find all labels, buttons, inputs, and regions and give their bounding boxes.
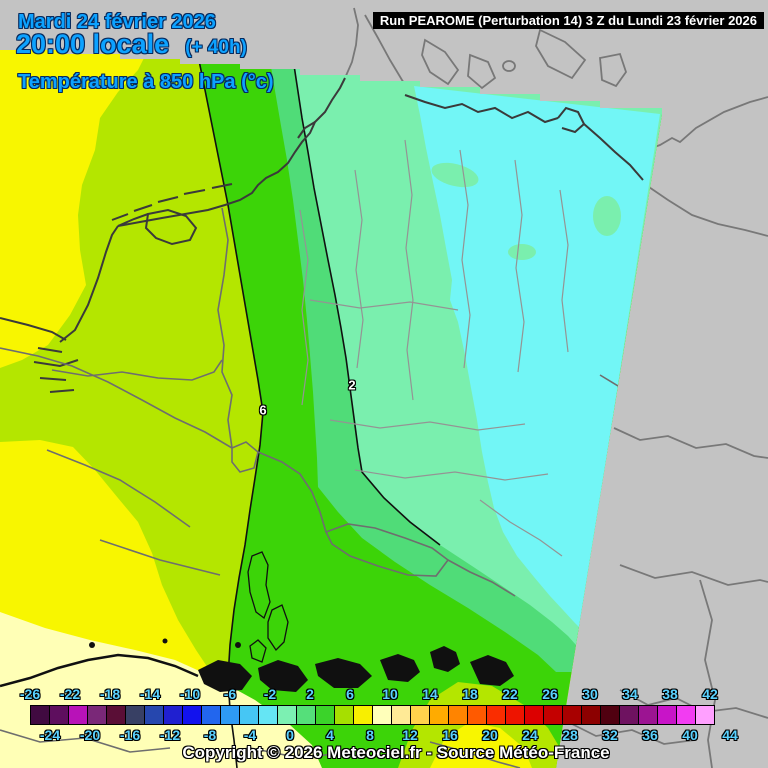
colorbar-tick-label: 44 <box>722 727 738 743</box>
mild-patch <box>431 162 479 188</box>
south-coast <box>0 653 199 688</box>
date-label: Mardi 24 février 2026 <box>18 11 216 33</box>
colorbar-tick-label: -4 <box>243 727 257 743</box>
colorbar-box <box>657 705 677 725</box>
pale-yellow-region <box>0 612 322 768</box>
colorbar-box <box>676 705 696 725</box>
inside-coastlines <box>0 77 644 393</box>
colorbar-box <box>524 705 544 725</box>
colorbar-box <box>182 705 202 725</box>
colorbar-tick-label: 32 <box>602 727 618 743</box>
colorbar-box <box>600 705 620 725</box>
colorbar-tick-label: 16 <box>442 727 458 743</box>
colorbar-box <box>144 705 164 725</box>
isotherm-6-label: 6 <box>259 402 267 418</box>
forecast-offset: (+ 40h) <box>185 37 247 58</box>
colorbar-box <box>467 705 487 725</box>
colorbar-tick-label: 14 <box>422 686 438 702</box>
colorbar-box <box>429 705 449 725</box>
colorbar-tick-label: 0 <box>286 727 294 743</box>
colorbar-box <box>163 705 183 725</box>
temperature-colorbar <box>30 705 715 725</box>
isotherm-2-line <box>291 51 441 546</box>
colorbar-box <box>562 705 582 725</box>
colorbar-tick-label: 36 <box>642 727 658 743</box>
colorbar-box <box>505 705 525 725</box>
colorbar-box <box>695 705 715 725</box>
colorbar-tick-label: -8 <box>203 727 217 743</box>
colorbar-box <box>581 705 601 725</box>
colorbar-tick-label: -24 <box>39 727 61 743</box>
colorbar-tick-label: 40 <box>682 727 698 743</box>
colorbar-box <box>68 705 88 725</box>
colorbar-tick-label: -12 <box>159 727 181 743</box>
colorbar-tick-label: 8 <box>366 727 374 743</box>
colorbar-box <box>638 705 658 725</box>
colorbar-tick-label: 24 <box>522 727 538 743</box>
colorbar-tick-label: 20 <box>482 727 498 743</box>
isotherm-6-line <box>195 50 264 768</box>
colorbar-box <box>486 705 506 725</box>
colorbar-box <box>239 705 259 725</box>
pyrenees-blobs <box>89 638 514 692</box>
colorbar-box <box>296 705 316 725</box>
colorbar-tick-label: -20 <box>79 727 101 743</box>
colorbar-box <box>49 705 69 725</box>
colorbar-box <box>30 705 50 725</box>
colorbar-box <box>619 705 639 725</box>
colorbar-box <box>125 705 145 725</box>
south-borders <box>0 729 521 768</box>
colorbar-tick-label: 10 <box>382 686 398 702</box>
colorbar-box <box>106 705 126 725</box>
colorbar-tick-label: 4 <box>326 727 334 743</box>
colorbar-tick-label: -18 <box>99 686 121 702</box>
colorbar-box <box>543 705 563 725</box>
colorbar-tick-label: 38 <box>662 686 678 702</box>
mild-patch <box>508 244 536 260</box>
colorbar-box <box>448 705 468 725</box>
colorbar-box <box>277 705 297 725</box>
state-borders <box>299 139 569 557</box>
colorbar-tick-label: -10 <box>179 686 201 702</box>
colorbar-tick-label: 12 <box>402 727 418 743</box>
parameter-label: Température à 850 hPa (°c) <box>18 71 274 93</box>
colorbar-tick-label: 18 <box>462 686 478 702</box>
isotherm-2-label: 2 <box>348 377 356 393</box>
colorbar-tick-label: -22 <box>59 686 81 702</box>
colorbar-tick-label: -14 <box>139 686 161 702</box>
validity-time-label: 20:00 locale (+ 40h) <box>16 29 247 60</box>
mild-patch <box>593 196 621 236</box>
local-time: 20:00 locale <box>16 29 170 59</box>
colorbar-tick-label: -16 <box>119 727 141 743</box>
country-borders <box>0 207 662 597</box>
colorbar-box <box>220 705 240 725</box>
colorbar-box <box>315 705 335 725</box>
isotherm-lines <box>195 50 441 768</box>
colorbar-box <box>201 705 221 725</box>
colorbar-tick-label: 2 <box>306 686 314 702</box>
colorbar-tick-label: -6 <box>223 686 237 702</box>
colorbar-tick-label: 22 <box>502 686 518 702</box>
colorbar-box <box>372 705 392 725</box>
colorbar-box <box>391 705 411 725</box>
colorbar-box <box>410 705 430 725</box>
model-run-banner: Run PEAROME (Perturbation 14) 3 Z du Lun… <box>372 12 764 29</box>
colorbar-tick-label: 30 <box>582 686 598 702</box>
colorbar-box <box>353 705 373 725</box>
colorbar-tick-label: -26 <box>19 686 41 702</box>
colorbar-tick-label: 42 <box>702 686 718 702</box>
colorbar-box <box>334 705 354 725</box>
colorbar-tick-label: 28 <box>562 727 578 743</box>
colorbar-tick-label: -2 <box>263 686 277 702</box>
colorbar-tick-label: 6 <box>346 686 354 702</box>
colorbar-box <box>87 705 107 725</box>
copyright-text: Copyright © 2026 Meteociel.fr - Source M… <box>182 743 610 762</box>
colorbar-box <box>258 705 278 725</box>
colorbar-tick-label: 26 <box>542 686 558 702</box>
colorbar-tick-label: 34 <box>622 686 638 702</box>
south-band-8-10 <box>430 722 532 768</box>
